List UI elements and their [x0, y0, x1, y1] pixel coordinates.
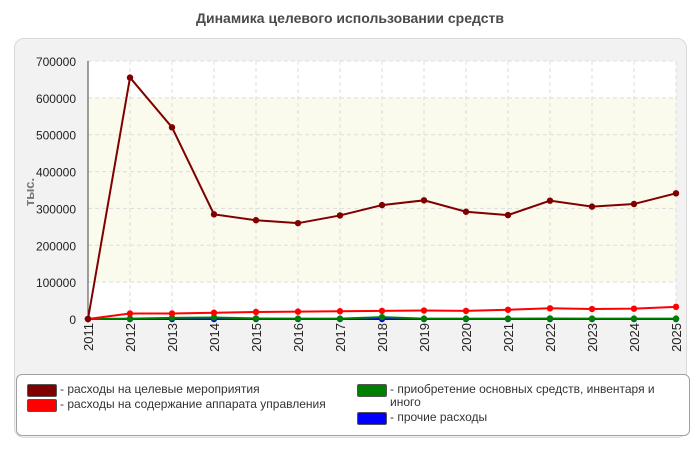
data-point	[252, 315, 260, 322]
x-tick-label: 2013	[165, 323, 180, 352]
y-tick-label: 300000	[36, 202, 76, 216]
data-point	[210, 309, 218, 316]
legend-label: - расходы на содержание аппарата управле…	[60, 397, 326, 411]
data-point	[168, 124, 176, 131]
legend-swatch	[357, 412, 387, 425]
data-point	[546, 315, 554, 322]
data-point	[420, 315, 428, 322]
y-tick-label: 100000	[36, 276, 76, 290]
x-tick-label: 2024	[627, 323, 642, 352]
x-tick-label: 2019	[417, 323, 432, 352]
data-point	[252, 217, 260, 224]
data-point	[126, 74, 134, 81]
x-tick-label: 2012	[123, 323, 138, 352]
chart-legend: - расходы на целевые мероприятия - расхо…	[16, 374, 690, 436]
x-tick-label: 2015	[249, 323, 264, 352]
y-tick-label: 200000	[36, 239, 76, 253]
x-tick-label: 2017	[333, 323, 348, 352]
data-point	[378, 307, 386, 315]
data-point	[168, 310, 176, 317]
data-point	[504, 211, 512, 219]
data-point	[546, 197, 554, 204]
x-tick-label: 2020	[459, 323, 474, 352]
data-point	[588, 315, 596, 322]
data-point	[672, 315, 680, 322]
y-tick-label: 0	[69, 313, 76, 327]
data-point	[462, 307, 470, 315]
data-point	[462, 208, 470, 215]
data-point	[546, 305, 554, 312]
data-point	[294, 219, 302, 227]
legend-label: - прочие расходы	[390, 410, 488, 424]
data-point	[672, 303, 680, 311]
y-tick-label: 400000	[36, 166, 76, 180]
data-point	[630, 305, 638, 312]
x-tick-label: 2023	[585, 323, 600, 352]
data-point	[504, 315, 512, 322]
data-point	[378, 313, 386, 321]
y-axis-label: тыс.	[22, 178, 37, 206]
data-point	[210, 314, 218, 321]
x-tick-label: 2022	[543, 323, 558, 352]
x-tick-label: 2014	[207, 323, 222, 352]
data-point	[336, 315, 344, 322]
x-tick-label: 2025	[669, 323, 684, 352]
data-point	[294, 315, 302, 322]
legend-label: - приобретение основных средств, инвента…	[390, 382, 655, 409]
data-point	[336, 212, 344, 219]
data-point	[630, 315, 638, 322]
data-point	[504, 306, 512, 313]
data-point	[420, 197, 428, 204]
data-point	[672, 190, 680, 197]
data-point	[252, 308, 260, 316]
data-point	[126, 315, 134, 322]
y-tick-label: 600000	[36, 92, 76, 106]
data-point	[588, 203, 596, 210]
legend-swatch	[357, 384, 387, 397]
data-point	[126, 310, 134, 317]
y-tick-label: 700000	[36, 55, 76, 69]
data-point	[462, 315, 470, 322]
legend-label: - расходы на целевые мероприятия	[60, 382, 260, 396]
x-tick-label: 2011	[81, 323, 96, 351]
data-point	[336, 308, 344, 315]
data-point	[630, 200, 638, 208]
data-point	[378, 201, 386, 209]
data-point	[420, 307, 428, 314]
legend-swatch	[27, 399, 57, 412]
y-tick-label: 500000	[36, 129, 76, 143]
data-point	[84, 315, 92, 323]
legend-swatch	[27, 384, 57, 397]
data-point	[168, 314, 176, 322]
chart-title: Динамика целевого использовании средств	[196, 10, 504, 26]
x-tick-label: 2016	[291, 323, 306, 352]
x-tick-label: 2021	[501, 323, 516, 352]
data-point	[210, 211, 218, 218]
data-point	[588, 305, 596, 313]
data-point	[294, 308, 302, 315]
x-tick-label: 2018	[375, 323, 390, 352]
